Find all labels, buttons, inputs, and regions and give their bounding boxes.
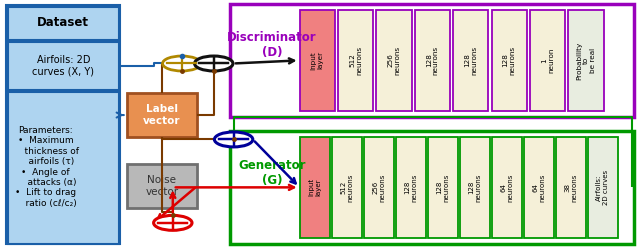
Text: 128
neurons: 128 neurons [426, 46, 439, 75]
FancyBboxPatch shape [376, 10, 412, 111]
Text: 256
neurons: 256 neurons [372, 173, 385, 201]
Circle shape [163, 56, 201, 71]
FancyBboxPatch shape [568, 10, 604, 111]
Text: Noise
vector: Noise vector [145, 175, 179, 197]
FancyBboxPatch shape [588, 137, 618, 238]
FancyBboxPatch shape [8, 7, 119, 40]
FancyBboxPatch shape [415, 10, 450, 111]
Circle shape [195, 56, 233, 71]
Text: Input
layer: Input layer [310, 51, 324, 70]
FancyBboxPatch shape [127, 164, 197, 208]
Text: 256
neurons: 256 neurons [387, 46, 401, 75]
Circle shape [154, 215, 192, 230]
FancyBboxPatch shape [127, 93, 197, 137]
Text: Discriminator
(D): Discriminator (D) [227, 31, 317, 59]
FancyBboxPatch shape [492, 10, 527, 111]
FancyBboxPatch shape [460, 137, 490, 238]
FancyBboxPatch shape [8, 42, 119, 90]
FancyBboxPatch shape [300, 137, 330, 238]
Text: 128
neurons: 128 neurons [404, 173, 417, 201]
FancyBboxPatch shape [8, 92, 119, 244]
Text: 38
neurons: 38 neurons [564, 173, 577, 201]
Text: 128
neurons: 128 neurons [436, 173, 449, 201]
Text: Parameters:
•  Maximum
    thickness of
    airfoils (τ)
•  Angle of
    attacks: Parameters: • Maximum thickness of airfo… [13, 126, 79, 208]
Text: 512
neurons: 512 neurons [340, 173, 353, 201]
Circle shape [214, 132, 253, 147]
Text: Generator
(G): Generator (G) [238, 159, 306, 187]
FancyBboxPatch shape [428, 137, 458, 238]
Text: 128
neurons: 128 neurons [468, 173, 481, 201]
FancyBboxPatch shape [453, 10, 488, 111]
Text: Dataset: Dataset [37, 16, 90, 29]
FancyBboxPatch shape [300, 10, 335, 111]
Text: 128
neurons: 128 neurons [502, 46, 516, 75]
Text: Probability
to
be real: Probability to be real [576, 41, 596, 79]
FancyBboxPatch shape [530, 10, 565, 111]
Text: Input
layer: Input layer [308, 178, 321, 196]
FancyBboxPatch shape [332, 137, 362, 238]
FancyBboxPatch shape [524, 137, 554, 238]
Text: 1
neuron: 1 neuron [541, 48, 554, 73]
Text: 64
neurons: 64 neurons [500, 173, 513, 201]
Text: 512
neurons: 512 neurons [349, 46, 362, 75]
Text: Airfoils: 2D
curves (X, Y): Airfoils: 2D curves (X, Y) [33, 55, 94, 76]
FancyBboxPatch shape [6, 5, 120, 244]
Text: 128
neurons: 128 neurons [464, 46, 477, 75]
Text: Label
vector: Label vector [143, 104, 180, 126]
Text: Airfoils:
2D curves: Airfoils: 2D curves [596, 170, 609, 205]
Text: 64
neurons: 64 neurons [532, 173, 545, 201]
FancyBboxPatch shape [364, 137, 394, 238]
FancyBboxPatch shape [338, 10, 373, 111]
FancyBboxPatch shape [396, 137, 426, 238]
FancyBboxPatch shape [492, 137, 522, 238]
FancyBboxPatch shape [556, 137, 586, 238]
